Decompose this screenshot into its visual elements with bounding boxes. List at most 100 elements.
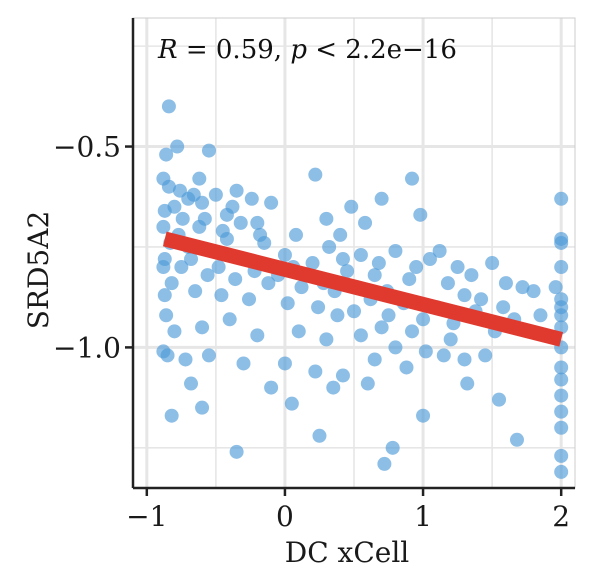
data-point xyxy=(478,348,493,363)
data-point xyxy=(498,276,513,291)
data-point xyxy=(353,248,368,263)
data-point xyxy=(554,235,569,250)
data-point xyxy=(253,227,268,242)
data-point xyxy=(388,243,403,258)
data-point xyxy=(160,348,175,363)
data-point xyxy=(159,147,174,162)
data-point xyxy=(457,352,472,367)
data-point xyxy=(195,400,210,415)
data-point xyxy=(374,191,389,206)
data-point xyxy=(305,256,320,271)
data-point xyxy=(554,372,569,387)
data-point xyxy=(330,308,345,323)
data-point xyxy=(358,215,373,230)
data-point xyxy=(554,260,569,275)
data-point xyxy=(443,332,458,347)
data-point xyxy=(554,420,569,435)
data-point xyxy=(367,268,382,283)
data-point xyxy=(496,300,511,315)
data-point xyxy=(174,260,189,275)
data-point xyxy=(409,260,424,275)
data-point xyxy=(284,396,299,411)
data-point xyxy=(335,368,350,383)
data-point xyxy=(418,344,433,359)
data-point xyxy=(294,280,309,295)
data-point xyxy=(222,312,237,327)
axes xyxy=(131,18,575,490)
data-point xyxy=(200,268,215,283)
data-point xyxy=(308,364,323,379)
data-point xyxy=(340,264,355,279)
data-point xyxy=(388,340,403,355)
data-point xyxy=(374,320,389,335)
data-point xyxy=(164,408,179,423)
data-point xyxy=(360,376,375,391)
data-point xyxy=(280,296,295,311)
data-point xyxy=(157,252,172,267)
data-point xyxy=(353,328,368,343)
data-point xyxy=(422,252,437,267)
data-point xyxy=(311,300,326,315)
data-point xyxy=(175,211,190,226)
data-point xyxy=(399,360,414,375)
annotation-r-value: = 0.59, xyxy=(178,35,291,65)
data-point xyxy=(413,207,428,222)
data-point xyxy=(184,376,199,391)
data-point xyxy=(381,308,396,323)
data-point xyxy=(211,260,226,275)
data-point xyxy=(264,195,279,210)
data-point xyxy=(244,191,259,206)
data-point xyxy=(405,171,420,186)
data-point xyxy=(526,284,541,299)
x-tick-label: 2 xyxy=(552,500,570,533)
data-point xyxy=(416,408,431,423)
data-point xyxy=(291,324,306,339)
data-point xyxy=(164,276,179,291)
data-point xyxy=(333,227,348,242)
data-point xyxy=(195,195,210,210)
data-point xyxy=(474,292,489,307)
data-point xyxy=(440,276,455,291)
data-point xyxy=(242,292,257,307)
data-point xyxy=(335,252,350,267)
data-point xyxy=(170,139,185,154)
data-point xyxy=(195,320,210,335)
data-point xyxy=(178,352,193,367)
data-point xyxy=(250,215,265,230)
data-point xyxy=(554,404,569,419)
annotation-p-value: < 2.2e−16 xyxy=(307,35,457,65)
y-tick-label: −1.0 xyxy=(53,331,121,364)
data-point xyxy=(548,280,563,295)
x-tick-label: 0 xyxy=(276,500,294,533)
data-point xyxy=(436,348,451,363)
data-point xyxy=(492,392,507,407)
data-point xyxy=(319,211,334,226)
data-point xyxy=(554,191,569,206)
tick-group: −1 0 1 2 −1.0 −0.5 xyxy=(53,131,570,533)
data-point xyxy=(233,215,248,230)
data-point xyxy=(416,312,431,327)
data-point xyxy=(159,308,174,323)
data-point xyxy=(308,167,323,182)
x-tick-label: 1 xyxy=(414,500,432,533)
x-tick-label: −1 xyxy=(126,500,167,533)
data-point xyxy=(319,332,334,347)
data-point xyxy=(156,219,171,234)
data-point xyxy=(197,211,212,226)
data-point xyxy=(157,288,172,303)
data-point xyxy=(229,183,244,198)
data-point xyxy=(201,348,216,363)
data-point xyxy=(509,432,524,447)
data-point xyxy=(208,187,223,202)
data-point xyxy=(167,199,182,214)
data-point xyxy=(261,276,276,291)
data-point xyxy=(367,352,382,367)
data-point xyxy=(288,227,303,242)
data-point xyxy=(402,272,417,287)
data-point xyxy=(229,444,244,459)
data-point xyxy=(225,199,240,214)
data-point xyxy=(192,171,207,186)
data-point xyxy=(385,440,400,455)
data-point xyxy=(371,256,386,271)
data-point xyxy=(201,143,216,158)
